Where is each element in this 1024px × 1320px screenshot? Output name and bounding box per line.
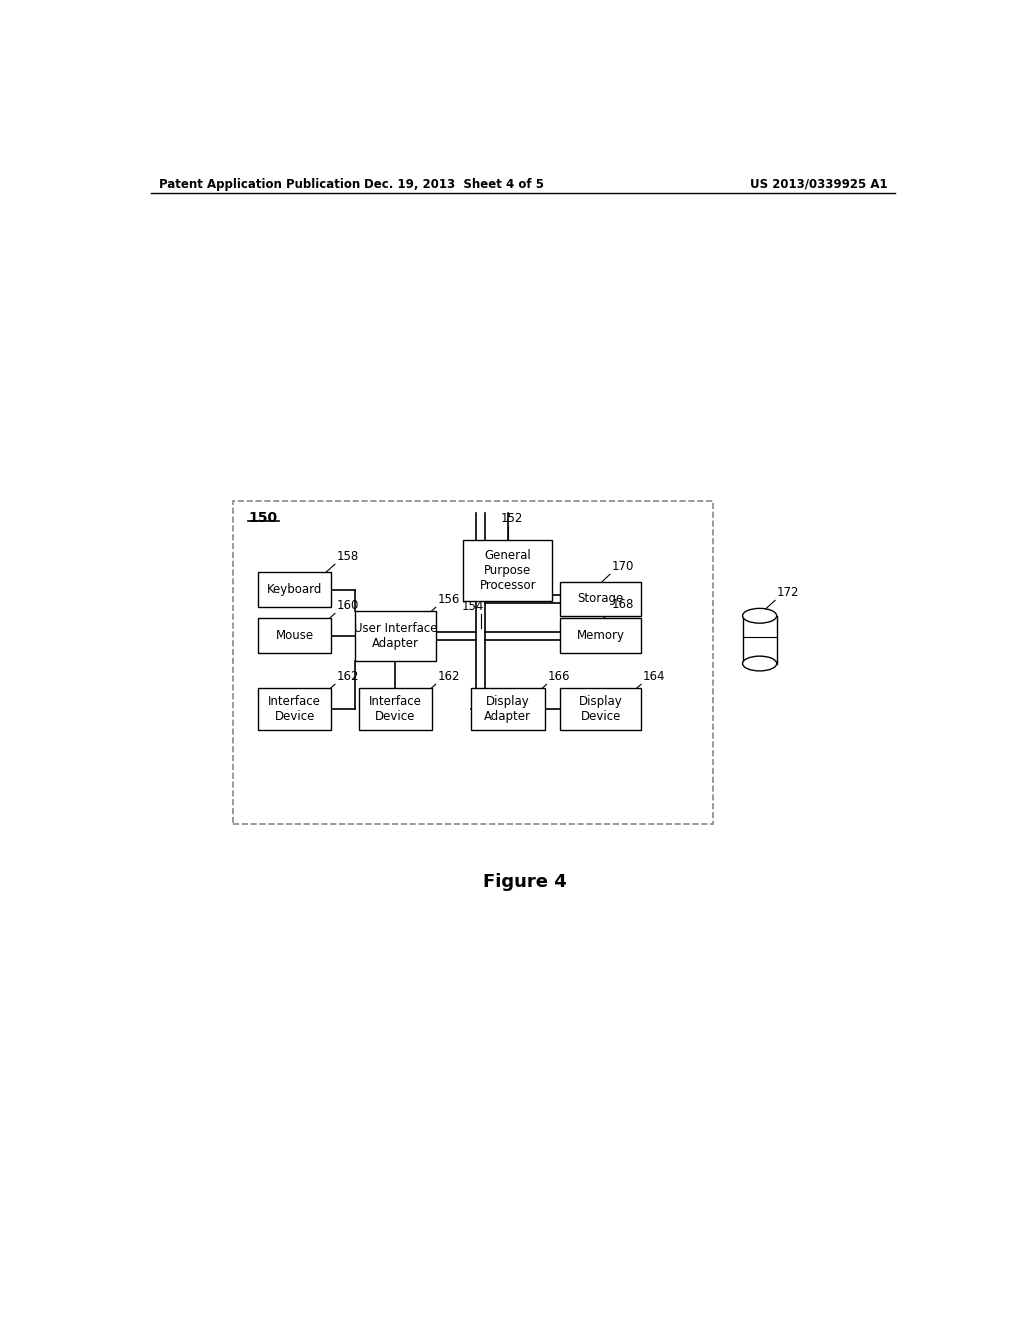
Text: Keyboard: Keyboard [267,583,323,597]
FancyBboxPatch shape [258,688,332,730]
FancyBboxPatch shape [560,688,641,730]
Text: General
Purpose
Processor: General Purpose Processor [479,549,536,591]
Text: Figure 4: Figure 4 [483,874,566,891]
Text: 172: 172 [776,586,799,599]
Text: Interface
Device: Interface Device [369,694,422,723]
Text: 166: 166 [548,669,570,682]
Text: 162: 162 [437,669,460,682]
FancyBboxPatch shape [358,688,432,730]
Text: Display
Adapter: Display Adapter [484,694,531,723]
Text: 154: 154 [461,599,483,612]
Text: Storage: Storage [578,593,624,606]
FancyBboxPatch shape [471,688,545,730]
Text: 152: 152 [501,512,523,525]
FancyBboxPatch shape [258,619,332,653]
Text: 158: 158 [337,549,358,562]
Text: 150: 150 [248,511,278,525]
Text: User Interface
Adapter: User Interface Adapter [353,622,437,649]
FancyBboxPatch shape [232,502,713,825]
Text: Patent Application Publication: Patent Application Publication [159,178,360,190]
Text: Display
Device: Display Device [579,694,623,723]
Text: Interface
Device: Interface Device [268,694,322,723]
FancyBboxPatch shape [354,611,436,661]
Text: 162: 162 [337,669,359,682]
FancyBboxPatch shape [560,582,641,616]
Text: 160: 160 [337,599,358,612]
Text: Dec. 19, 2013  Sheet 4 of 5: Dec. 19, 2013 Sheet 4 of 5 [364,178,544,190]
Text: US 2013/0339925 A1: US 2013/0339925 A1 [750,178,888,190]
Ellipse shape [742,609,776,623]
FancyBboxPatch shape [463,540,552,601]
FancyBboxPatch shape [258,573,332,607]
Text: 156: 156 [437,593,460,606]
Text: 164: 164 [643,669,666,682]
Ellipse shape [742,656,776,671]
FancyBboxPatch shape [560,619,641,653]
Text: Mouse: Mouse [275,630,313,643]
Text: Memory: Memory [577,630,625,643]
Text: 170: 170 [611,560,634,573]
Text: 168: 168 [611,598,634,611]
